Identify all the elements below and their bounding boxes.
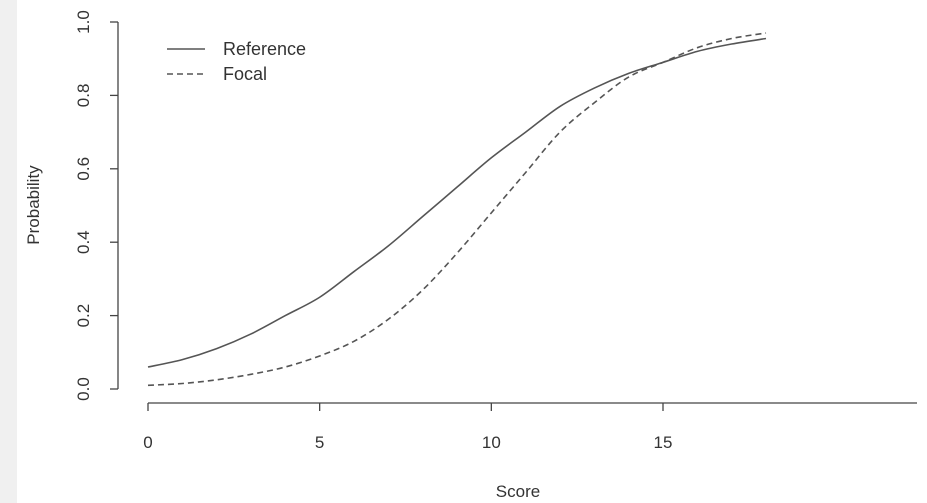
x-tick-label: 5: [315, 433, 324, 452]
series-line-focal: [147, 32, 767, 387]
axes: 0 5 10 15 0.0 0.2 0.4 0.6 0.8 1.0: [74, 10, 917, 452]
legend-label-focal: Focal: [223, 64, 267, 84]
y-tick-label: 0.6: [74, 157, 93, 181]
curves: [147, 32, 767, 387]
x-axis-title: Score: [496, 482, 540, 501]
y-tick-label: 0.0: [74, 377, 93, 401]
y-tick-label: 0.2: [74, 304, 93, 328]
plot-panel: 0 5 10 15 0.0 0.2 0.4 0.6 0.8 1.0 Reference Focal …: [17, 0, 927, 503]
y-tick-label: 0.4: [74, 230, 93, 254]
y-tick-label: 0.8: [74, 84, 93, 108]
series-line-reference: [147, 37, 767, 368]
line-chart: 0 5 10 150.00.20.40.60.81.0 ReferenceFocal …: [24, 10, 917, 501]
x-tick-label: 0: [143, 433, 152, 452]
x-tick-label: 10: [482, 433, 501, 452]
legend-label-reference: Reference: [223, 39, 306, 59]
y-tick-label: 1.0: [74, 10, 93, 34]
x-tick-label: 15: [654, 433, 673, 452]
legend: Reference Focal: [167, 39, 306, 84]
y-axis-title: Probability: [24, 165, 43, 245]
